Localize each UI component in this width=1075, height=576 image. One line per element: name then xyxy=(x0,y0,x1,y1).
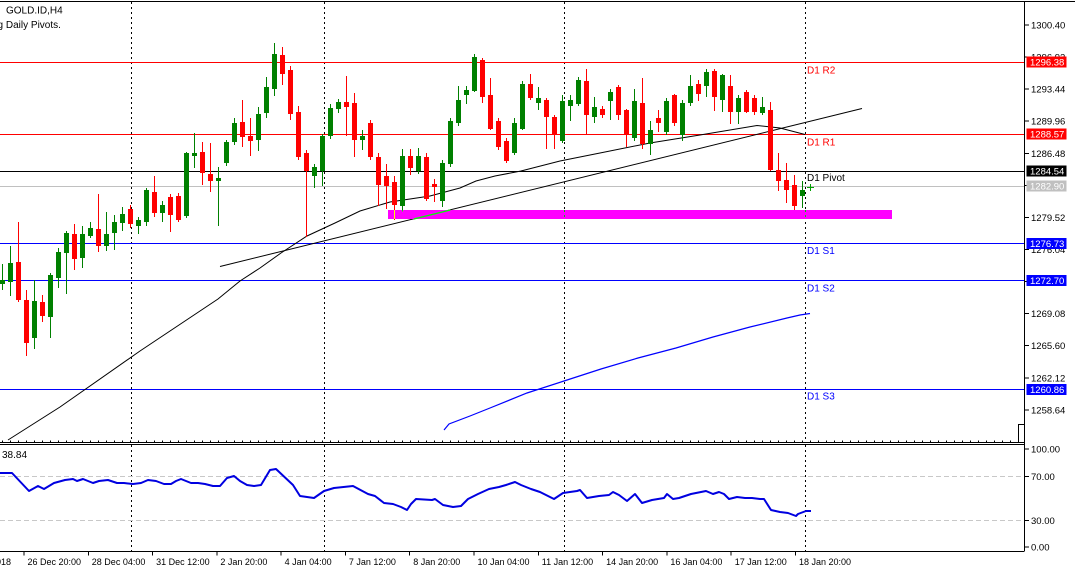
svg-text:D1 S3: D1 S3 xyxy=(807,392,835,403)
svg-text:17 Jan 12:00: 17 Jan 12:00 xyxy=(735,557,787,567)
svg-text:D1 S2: D1 S2 xyxy=(807,284,835,295)
svg-text:4 Jan 04:00: 4 Jan 04:00 xyxy=(285,557,332,567)
svg-text:1282.90: 1282.90 xyxy=(1030,182,1064,193)
svg-text:ng Daily Pivots.: ng Daily Pivots. xyxy=(0,20,61,31)
svg-text:1300.40: 1300.40 xyxy=(1031,20,1065,31)
svg-text:0.00: 0.00 xyxy=(1031,543,1050,554)
svg-text:1288.57: 1288.57 xyxy=(1030,130,1064,141)
svg-text:11 Jan 12:00: 11 Jan 12:00 xyxy=(542,557,593,567)
svg-text:31 Dec 12:00: 31 Dec 12:00 xyxy=(156,557,210,567)
svg-text:D1 R2: D1 R2 xyxy=(807,66,836,77)
svg-text:1262.12: 1262.12 xyxy=(1031,373,1065,384)
svg-text:26 Dec 20:00: 26 Dec 20:00 xyxy=(28,557,82,567)
svg-text:GOLD.ID,H4: GOLD.ID,H4 xyxy=(6,6,63,17)
svg-text:100.00: 100.00 xyxy=(1031,445,1060,456)
svg-text:1258.64: 1258.64 xyxy=(1031,405,1065,416)
svg-text:10 Jan 04:00: 10 Jan 04:00 xyxy=(478,557,530,567)
svg-text:14 Jan 20:00: 14 Jan 20:00 xyxy=(606,557,658,567)
svg-text:1269.08: 1269.08 xyxy=(1031,309,1065,320)
svg-text:16 Jan 04:00: 16 Jan 04:00 xyxy=(670,557,722,567)
svg-text:1286.48: 1286.48 xyxy=(1031,149,1065,160)
svg-text:1289.96: 1289.96 xyxy=(1031,117,1065,128)
svg-text:1293.44: 1293.44 xyxy=(1031,85,1065,96)
svg-text:2018: 2018 xyxy=(0,557,11,567)
svg-text:18 Jan 20:00: 18 Jan 20:00 xyxy=(799,557,851,567)
svg-text:38.84: 38.84 xyxy=(2,450,27,461)
svg-text:1272.70: 1272.70 xyxy=(1030,276,1064,287)
svg-text:30.00: 30.00 xyxy=(1031,516,1055,527)
svg-text:28 Dec 04:00: 28 Dec 04:00 xyxy=(92,557,146,567)
svg-text:D1 R1: D1 R1 xyxy=(807,138,836,149)
svg-text:8 Jan 20:00: 8 Jan 20:00 xyxy=(413,557,460,567)
svg-text:1276.73: 1276.73 xyxy=(1030,239,1064,250)
svg-text:1265.60: 1265.60 xyxy=(1031,341,1065,352)
svg-text:D1 Pivot: D1 Pivot xyxy=(807,173,845,184)
svg-text:1279.52: 1279.52 xyxy=(1031,213,1065,224)
svg-text:1260.86: 1260.86 xyxy=(1030,385,1064,396)
svg-text:70.00: 70.00 xyxy=(1031,472,1055,483)
svg-text:1284.54: 1284.54 xyxy=(1030,167,1064,178)
svg-text:D1 S1: D1 S1 xyxy=(807,246,835,257)
svg-text:1276.04: 1276.04 xyxy=(1031,245,1065,256)
svg-text:7 Jan 12:00: 7 Jan 12:00 xyxy=(349,557,396,567)
svg-text:1296.38: 1296.38 xyxy=(1030,58,1064,69)
svg-text:2 Jan 20:00: 2 Jan 20:00 xyxy=(220,557,267,567)
